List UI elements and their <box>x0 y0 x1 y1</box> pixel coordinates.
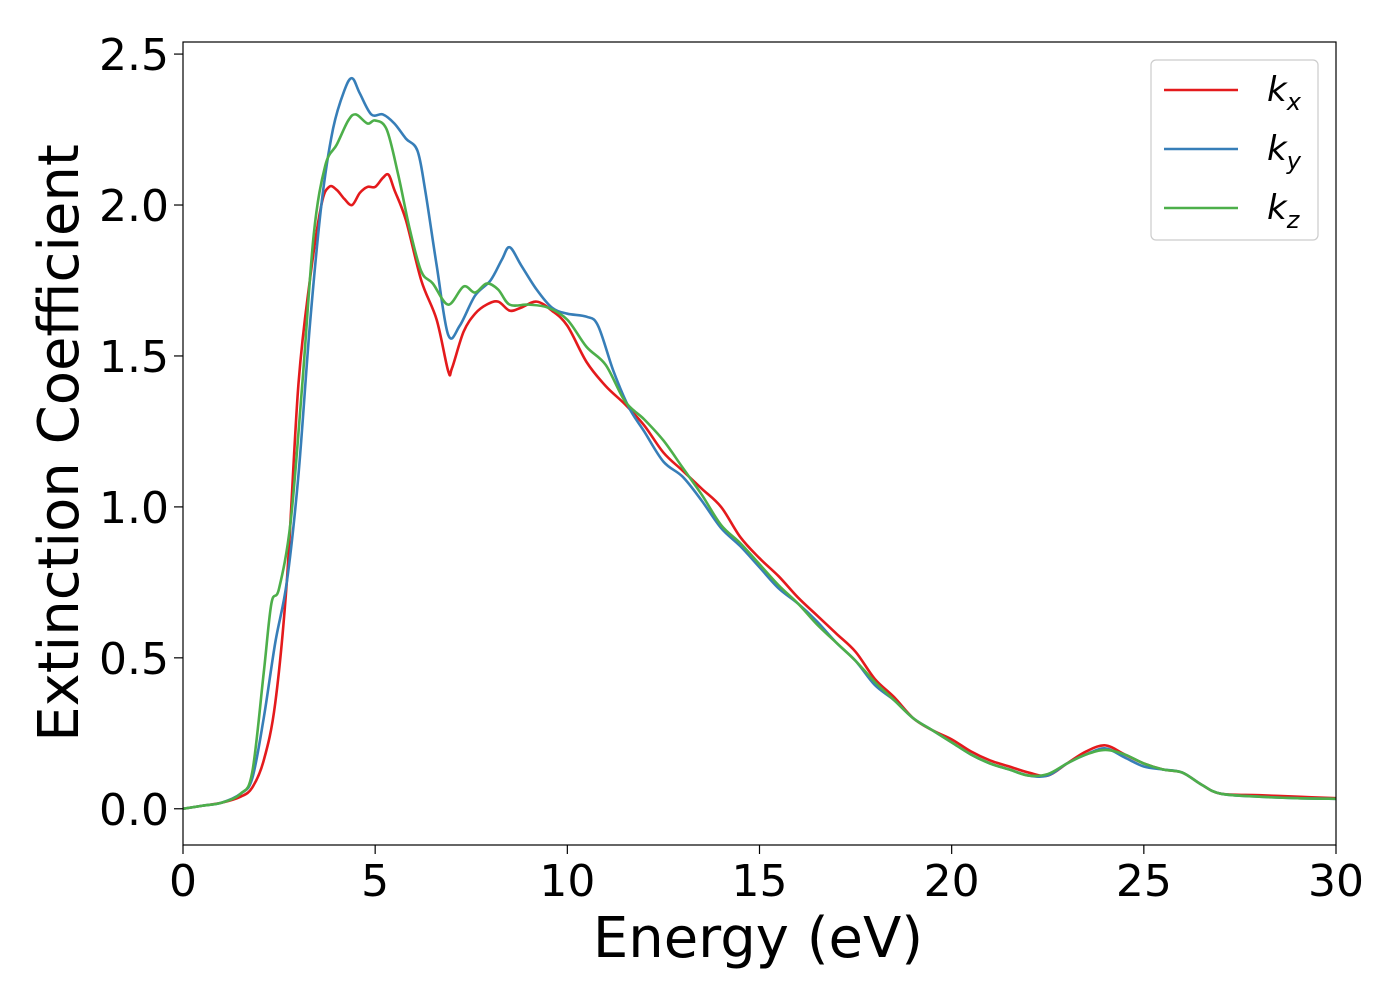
x-tick-label: 15 <box>732 856 788 907</box>
x-axis: 0 5 10 15 20 25 30 <box>169 845 1364 907</box>
x-tick-label: 0 <box>169 856 197 907</box>
series-line-k-x <box>182 172 1337 811</box>
y-tick-label: 1.5 <box>99 332 169 383</box>
y-axis: 0.0 0.5 1.0 1.5 2.0 2.5 <box>99 30 183 836</box>
x-axis-label: Energy (eV) <box>593 906 923 971</box>
series-line-k-z <box>182 113 1337 811</box>
legend-entry-label: ky <box>1267 129 1302 175</box>
x-tick-label: 5 <box>361 856 389 907</box>
y-tick-label: 2.5 <box>99 30 169 81</box>
legend: kx ky kz <box>1150 59 1319 241</box>
legend-entry-label: kz <box>1267 188 1301 234</box>
x-tick-label: 10 <box>539 856 595 907</box>
y-tick-label: 1.0 <box>99 483 169 534</box>
legend-entry-label: kx <box>1267 70 1302 116</box>
y-tick-label: 0.0 <box>99 785 169 836</box>
y-axis-label: Extinction Coefficient <box>27 144 92 742</box>
y-tick-label: 2.0 <box>99 181 169 232</box>
y-tick-label: 0.5 <box>99 634 169 685</box>
x-tick-label: 30 <box>1308 856 1364 907</box>
x-tick-label: 25 <box>1116 856 1172 907</box>
x-tick-label: 20 <box>924 856 980 907</box>
